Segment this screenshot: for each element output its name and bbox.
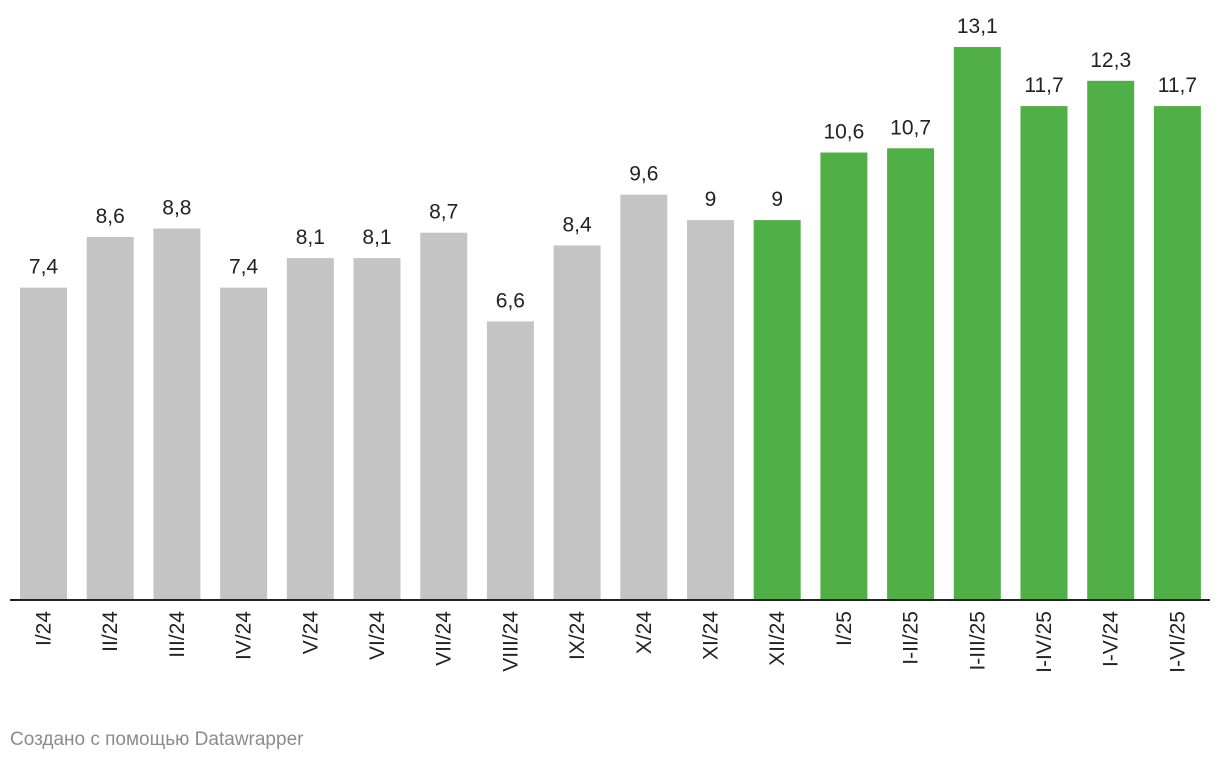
bar-XII/24 [753, 220, 801, 600]
category-label: VI/24 [366, 611, 389, 660]
value-label: 8,4 [562, 213, 592, 236]
category-label: I/24 [33, 611, 56, 646]
category-labels-group: I/24 II/24 III/24 IV/24 V/24 VI/24 VII/24 VIII/… [33, 611, 1190, 673]
category-label: XII/24 [766, 611, 789, 666]
value-label: 6,6 [496, 289, 525, 312]
category-label: VIII/24 [499, 611, 522, 672]
category-label: IV/24 [233, 611, 256, 660]
bar-XI/24 [687, 220, 734, 600]
value-label: 10,6 [823, 121, 864, 144]
category-label: I-IV/25 [1033, 611, 1056, 673]
value-label: 8,6 [96, 205, 125, 228]
bar-I-V/24 [1087, 80, 1135, 601]
bar-X/24 [620, 194, 668, 600]
bar-I/25 [820, 152, 868, 600]
value-label: 11,7 [1158, 74, 1197, 97]
bar-VIII/24 [486, 321, 534, 600]
bar-I-III/25 [953, 47, 1001, 600]
category-label: I-VI/25 [1166, 611, 1189, 673]
bar-IV/24 [220, 287, 268, 600]
value-label: 9 [705, 188, 717, 211]
value-label: 13,1 [957, 15, 998, 38]
category-label: I-II/25 [900, 611, 923, 665]
bar-I/24 [20, 287, 67, 600]
bar-II/24 [86, 237, 134, 600]
category-label: III/24 [166, 611, 189, 658]
value-label: 7,4 [29, 256, 59, 279]
value-label: 7,4 [229, 256, 259, 279]
credit-text: Создано с помощью Datawrapper [10, 729, 304, 750]
value-label: 11,7 [1024, 74, 1063, 97]
bar-VI/24 [353, 258, 401, 600]
category-label: X/24 [633, 611, 656, 655]
category-label: V/24 [299, 611, 322, 655]
bar-III/24 [153, 228, 201, 600]
bar-IX/24 [553, 245, 601, 600]
category-label: XI/24 [700, 611, 723, 660]
value-label: 12,3 [1090, 49, 1131, 72]
bar-V/24 [286, 258, 334, 600]
value-label: 10,7 [890, 116, 931, 139]
value-label: 8,8 [162, 197, 191, 220]
bar-I-II/25 [887, 148, 935, 601]
bar-VII/24 [420, 232, 468, 600]
category-label: II/24 [99, 611, 122, 652]
category-label: VII/24 [433, 611, 456, 666]
value-label: 9,6 [629, 163, 658, 186]
category-label: I/25 [833, 611, 856, 646]
value-label: 9 [771, 188, 783, 211]
category-label: IX/24 [566, 611, 589, 660]
value-label: 8,7 [429, 201, 458, 224]
category-label: I-V/24 [1100, 611, 1123, 667]
value-label: 8,1 [362, 226, 391, 249]
bar-I-VI/25 [1153, 106, 1201, 600]
bars-group [20, 47, 1201, 601]
value-label: 8,1 [296, 226, 325, 249]
bar-I-IV/25 [1020, 106, 1068, 600]
value-labels-group: 7,4 8,6 8,8 7,4 8,1 8,1 8,7 6,6 8,4 9,6 9 9 10,6 10,7… [29, 15, 1197, 312]
category-label: I-III/25 [966, 611, 989, 671]
